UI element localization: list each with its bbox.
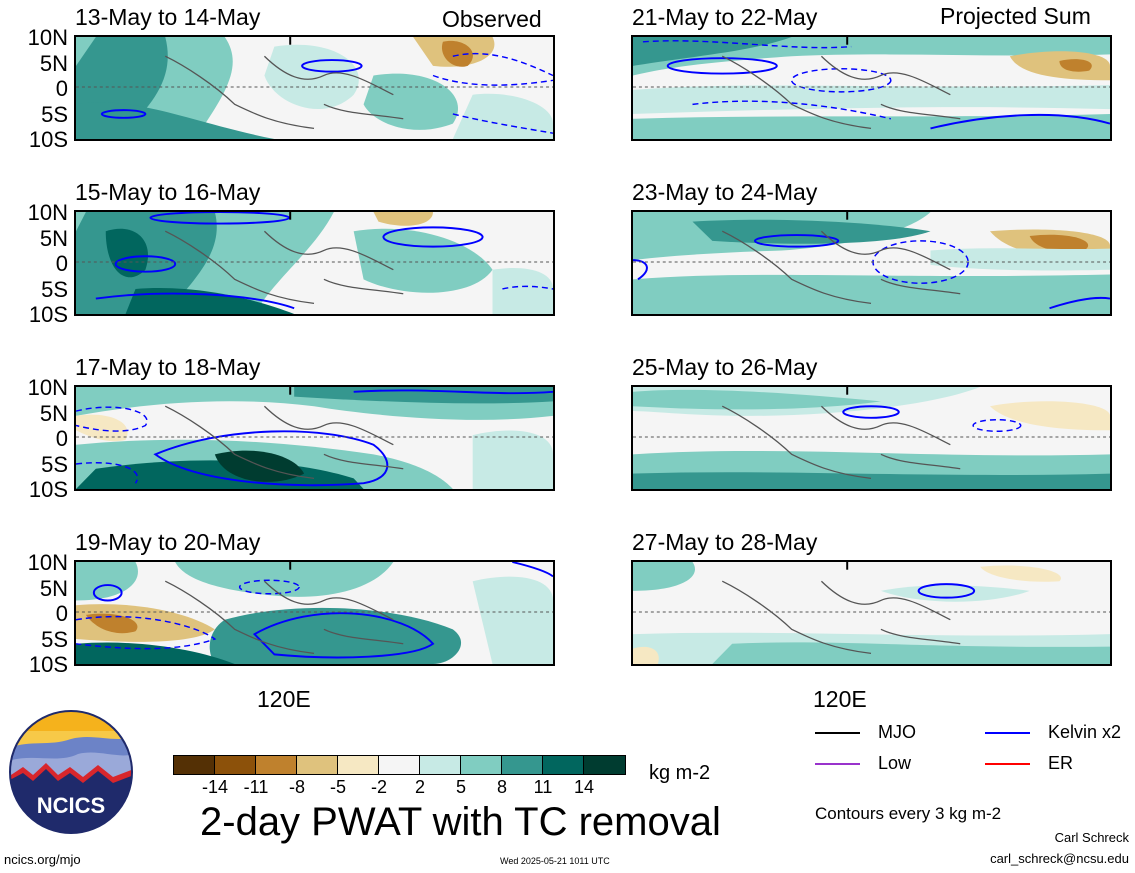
colorbar-tick: 11 bbox=[533, 777, 553, 797]
author-email[interactable]: carl_schreck@ncsu.edu bbox=[990, 851, 1129, 866]
panel-title: 15-May to 16-May bbox=[75, 179, 261, 205]
lat-label: 10S bbox=[28, 477, 68, 502]
colorbar-swatch bbox=[297, 756, 338, 774]
timestamp: Wed 2025-05-21 1011 UTC bbox=[500, 856, 610, 866]
lon-label-observed: 120E bbox=[257, 686, 311, 712]
legend-label: Low bbox=[878, 753, 912, 773]
colorbar-swatch bbox=[461, 756, 502, 774]
legend-label: ER bbox=[1048, 753, 1074, 773]
map-panel-21-22-may bbox=[631, 35, 1112, 141]
lat-label: 10N bbox=[27, 200, 68, 225]
colorbar-swatch bbox=[174, 756, 215, 774]
colorbar-swatch bbox=[256, 756, 297, 774]
panel-title: 13-May to 14-May bbox=[75, 4, 261, 30]
colorbar-tick: -5 bbox=[329, 777, 346, 797]
legend-line bbox=[985, 762, 1030, 765]
lat-label: 5N bbox=[39, 226, 68, 251]
colorbar-swatch bbox=[584, 756, 625, 774]
panel-title: 23-May to 24-May bbox=[632, 179, 818, 205]
panel-title: 27-May to 28-May bbox=[632, 529, 818, 555]
observed-label: Observed bbox=[442, 6, 542, 32]
colorbar-swatch bbox=[420, 756, 461, 774]
map-panel-23-24-may bbox=[631, 210, 1112, 316]
colorbar-tick: 5 bbox=[455, 777, 466, 797]
lat-label: 10S bbox=[28, 302, 68, 327]
lat-label: 0 bbox=[55, 76, 68, 101]
lat-label: 10N bbox=[27, 375, 68, 400]
map-panel-15-16-may bbox=[74, 210, 555, 316]
legend-label: Kelvin x2 bbox=[1048, 722, 1122, 742]
colorbar bbox=[173, 755, 626, 775]
map-panel-13-14-may bbox=[74, 35, 555, 141]
legend-line bbox=[815, 762, 860, 765]
colorbar-units: kg m-2 bbox=[649, 762, 711, 784]
colorbar-tick: -14 bbox=[201, 777, 228, 797]
author: Carl Schreck bbox=[1054, 830, 1129, 845]
lat-label: 0 bbox=[55, 251, 68, 276]
panel-title: 25-May to 26-May bbox=[632, 354, 818, 380]
lat-label: 10S bbox=[28, 127, 68, 152]
legend-label: MJO bbox=[878, 722, 916, 742]
lat-label: 5N bbox=[39, 401, 68, 426]
lat-label: 5N bbox=[39, 576, 68, 601]
panel-title: 17-May to 18-May bbox=[75, 354, 261, 380]
lat-label: 5S bbox=[41, 102, 68, 127]
legend-line bbox=[815, 731, 860, 734]
lat-label: 10S bbox=[28, 652, 68, 677]
colorbar-tick: -2 bbox=[370, 777, 387, 797]
colorbar-swatch bbox=[543, 756, 584, 774]
main-title: 2-day PWAT with TC removal bbox=[200, 800, 721, 844]
map-panel-17-18-may bbox=[74, 385, 555, 491]
legend-line bbox=[985, 731, 1030, 734]
colorbar-tick: 14 bbox=[573, 777, 595, 797]
lat-label: 5S bbox=[41, 452, 68, 477]
lat-label: 0 bbox=[55, 426, 68, 451]
panel-title: 19-May to 20-May bbox=[75, 529, 261, 555]
colorbar-tick: 2 bbox=[414, 777, 425, 797]
colorbar-tick: -8 bbox=[288, 777, 305, 797]
colorbar-swatch bbox=[338, 756, 379, 774]
lon-label-projected: 120E bbox=[813, 686, 867, 712]
map-panel-25-26-may bbox=[631, 385, 1112, 491]
panel-title: 21-May to 22-May bbox=[632, 4, 818, 30]
lat-label: 5S bbox=[41, 627, 68, 652]
legend-item-er: ER bbox=[985, 753, 1073, 774]
logo-text: NCICS bbox=[37, 793, 105, 818]
legend-item-low: Low bbox=[815, 753, 911, 774]
colorbar-tick: -11 bbox=[243, 777, 269, 797]
colorbar-swatch bbox=[215, 756, 256, 774]
ncics-logo: NCICS bbox=[8, 709, 134, 835]
lat-label: 5S bbox=[41, 277, 68, 302]
projected-label: Projected Sum bbox=[940, 3, 1091, 29]
legend-item-kelvin: Kelvin x2 bbox=[985, 722, 1121, 743]
lat-label: 5N bbox=[39, 51, 68, 76]
colorbar-swatch bbox=[502, 756, 543, 774]
site-link[interactable]: ncics.org/mjo bbox=[4, 852, 81, 867]
colorbar-tick: 8 bbox=[496, 777, 507, 797]
lat-label: 10N bbox=[27, 25, 68, 50]
legend-item-mjo: MJO bbox=[815, 722, 916, 743]
contour-note: Contours every 3 kg m-2 bbox=[815, 804, 1002, 823]
lat-label: 0 bbox=[55, 601, 68, 626]
map-panel-27-28-may bbox=[631, 560, 1112, 666]
map-panel-19-20-may bbox=[74, 560, 555, 666]
lat-label: 10N bbox=[27, 550, 68, 575]
colorbar-swatch bbox=[379, 756, 420, 774]
